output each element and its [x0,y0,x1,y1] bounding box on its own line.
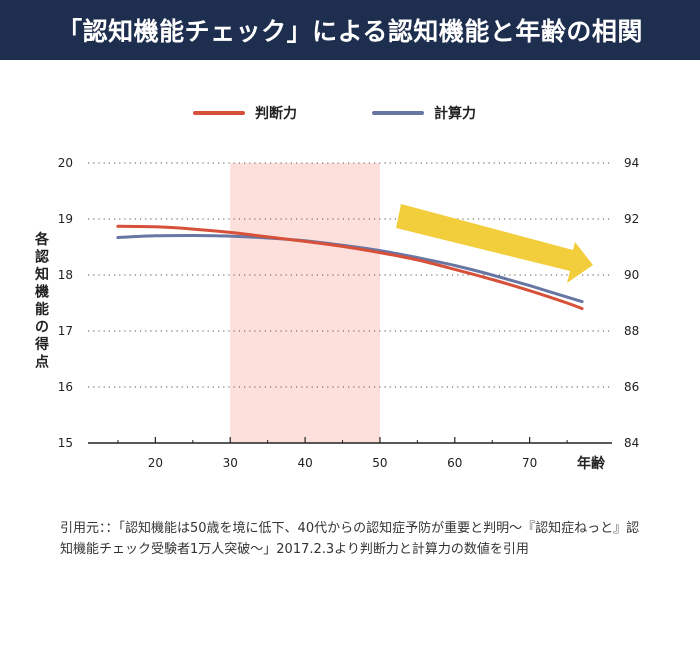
y-axis-title-char: の [35,320,49,336]
y-tick-label: 19 [58,212,73,226]
chart-legend: 判断力 計算力 [0,103,700,129]
series-line-judgment [116,224,584,311]
x-tick-label: 70 [522,456,537,470]
y2-tick-label: 84 [624,436,639,450]
y2-tick-label: 86 [624,380,639,394]
y-axis-title-char: 能 [35,301,49,318]
legend-swatch-calculation [372,111,424,115]
y-tick-label: 20 [58,156,73,170]
y-tick-label: 15 [58,436,73,450]
line-chart: 20 30 40 50 60 70 15 16 17 18 19 20 84 86 88 90 92 94 年齢 各認… [34,156,639,472]
x-tick-label: 60 [447,456,462,470]
highlight-band [230,163,380,443]
x-tick-label: 40 [297,456,312,470]
page-title: 「認知機能チェック」による認知機能と年齢の相関 [0,0,700,60]
y2-tick-label: 88 [624,324,639,338]
x-axis-title: 年齢 [577,455,606,472]
y-tick-label: 17 [58,324,73,338]
y-axis-title-char: 認 [35,249,49,266]
series-line-calculation [116,233,584,304]
legend-label-calculation: 計算力 [434,106,476,122]
y-axis-title-char: 知 [35,266,49,283]
y2-tick-label: 92 [624,212,639,226]
legend-item-calculation: 計算力 [372,103,476,123]
trend-arrow [396,204,593,283]
x-tick-label: 50 [372,456,387,470]
x-tick-label: 30 [223,456,238,470]
y-axis-title-char: 点 [35,354,49,371]
y-tick-label: 18 [58,268,73,282]
y-tick-label: 16 [58,380,73,394]
y2-tick-label: 90 [624,268,639,282]
y-axis-title-char: 各 [34,231,50,248]
legend-label-judgment: 判断力 [255,106,297,122]
y2-tick-label: 94 [624,156,639,170]
legend-swatch-judgment [193,111,245,115]
y-axis-title-char: 得 [34,336,49,353]
citation-text: 引用元：：「認知機能は50歳を境に低下、40代からの認知症予防が重要と判明〜『認… [60,521,640,557]
legend-item-judgment: 判断力 [193,103,297,123]
y-axis-title-char: 機 [35,284,49,301]
x-tick-label: 20 [148,456,163,470]
